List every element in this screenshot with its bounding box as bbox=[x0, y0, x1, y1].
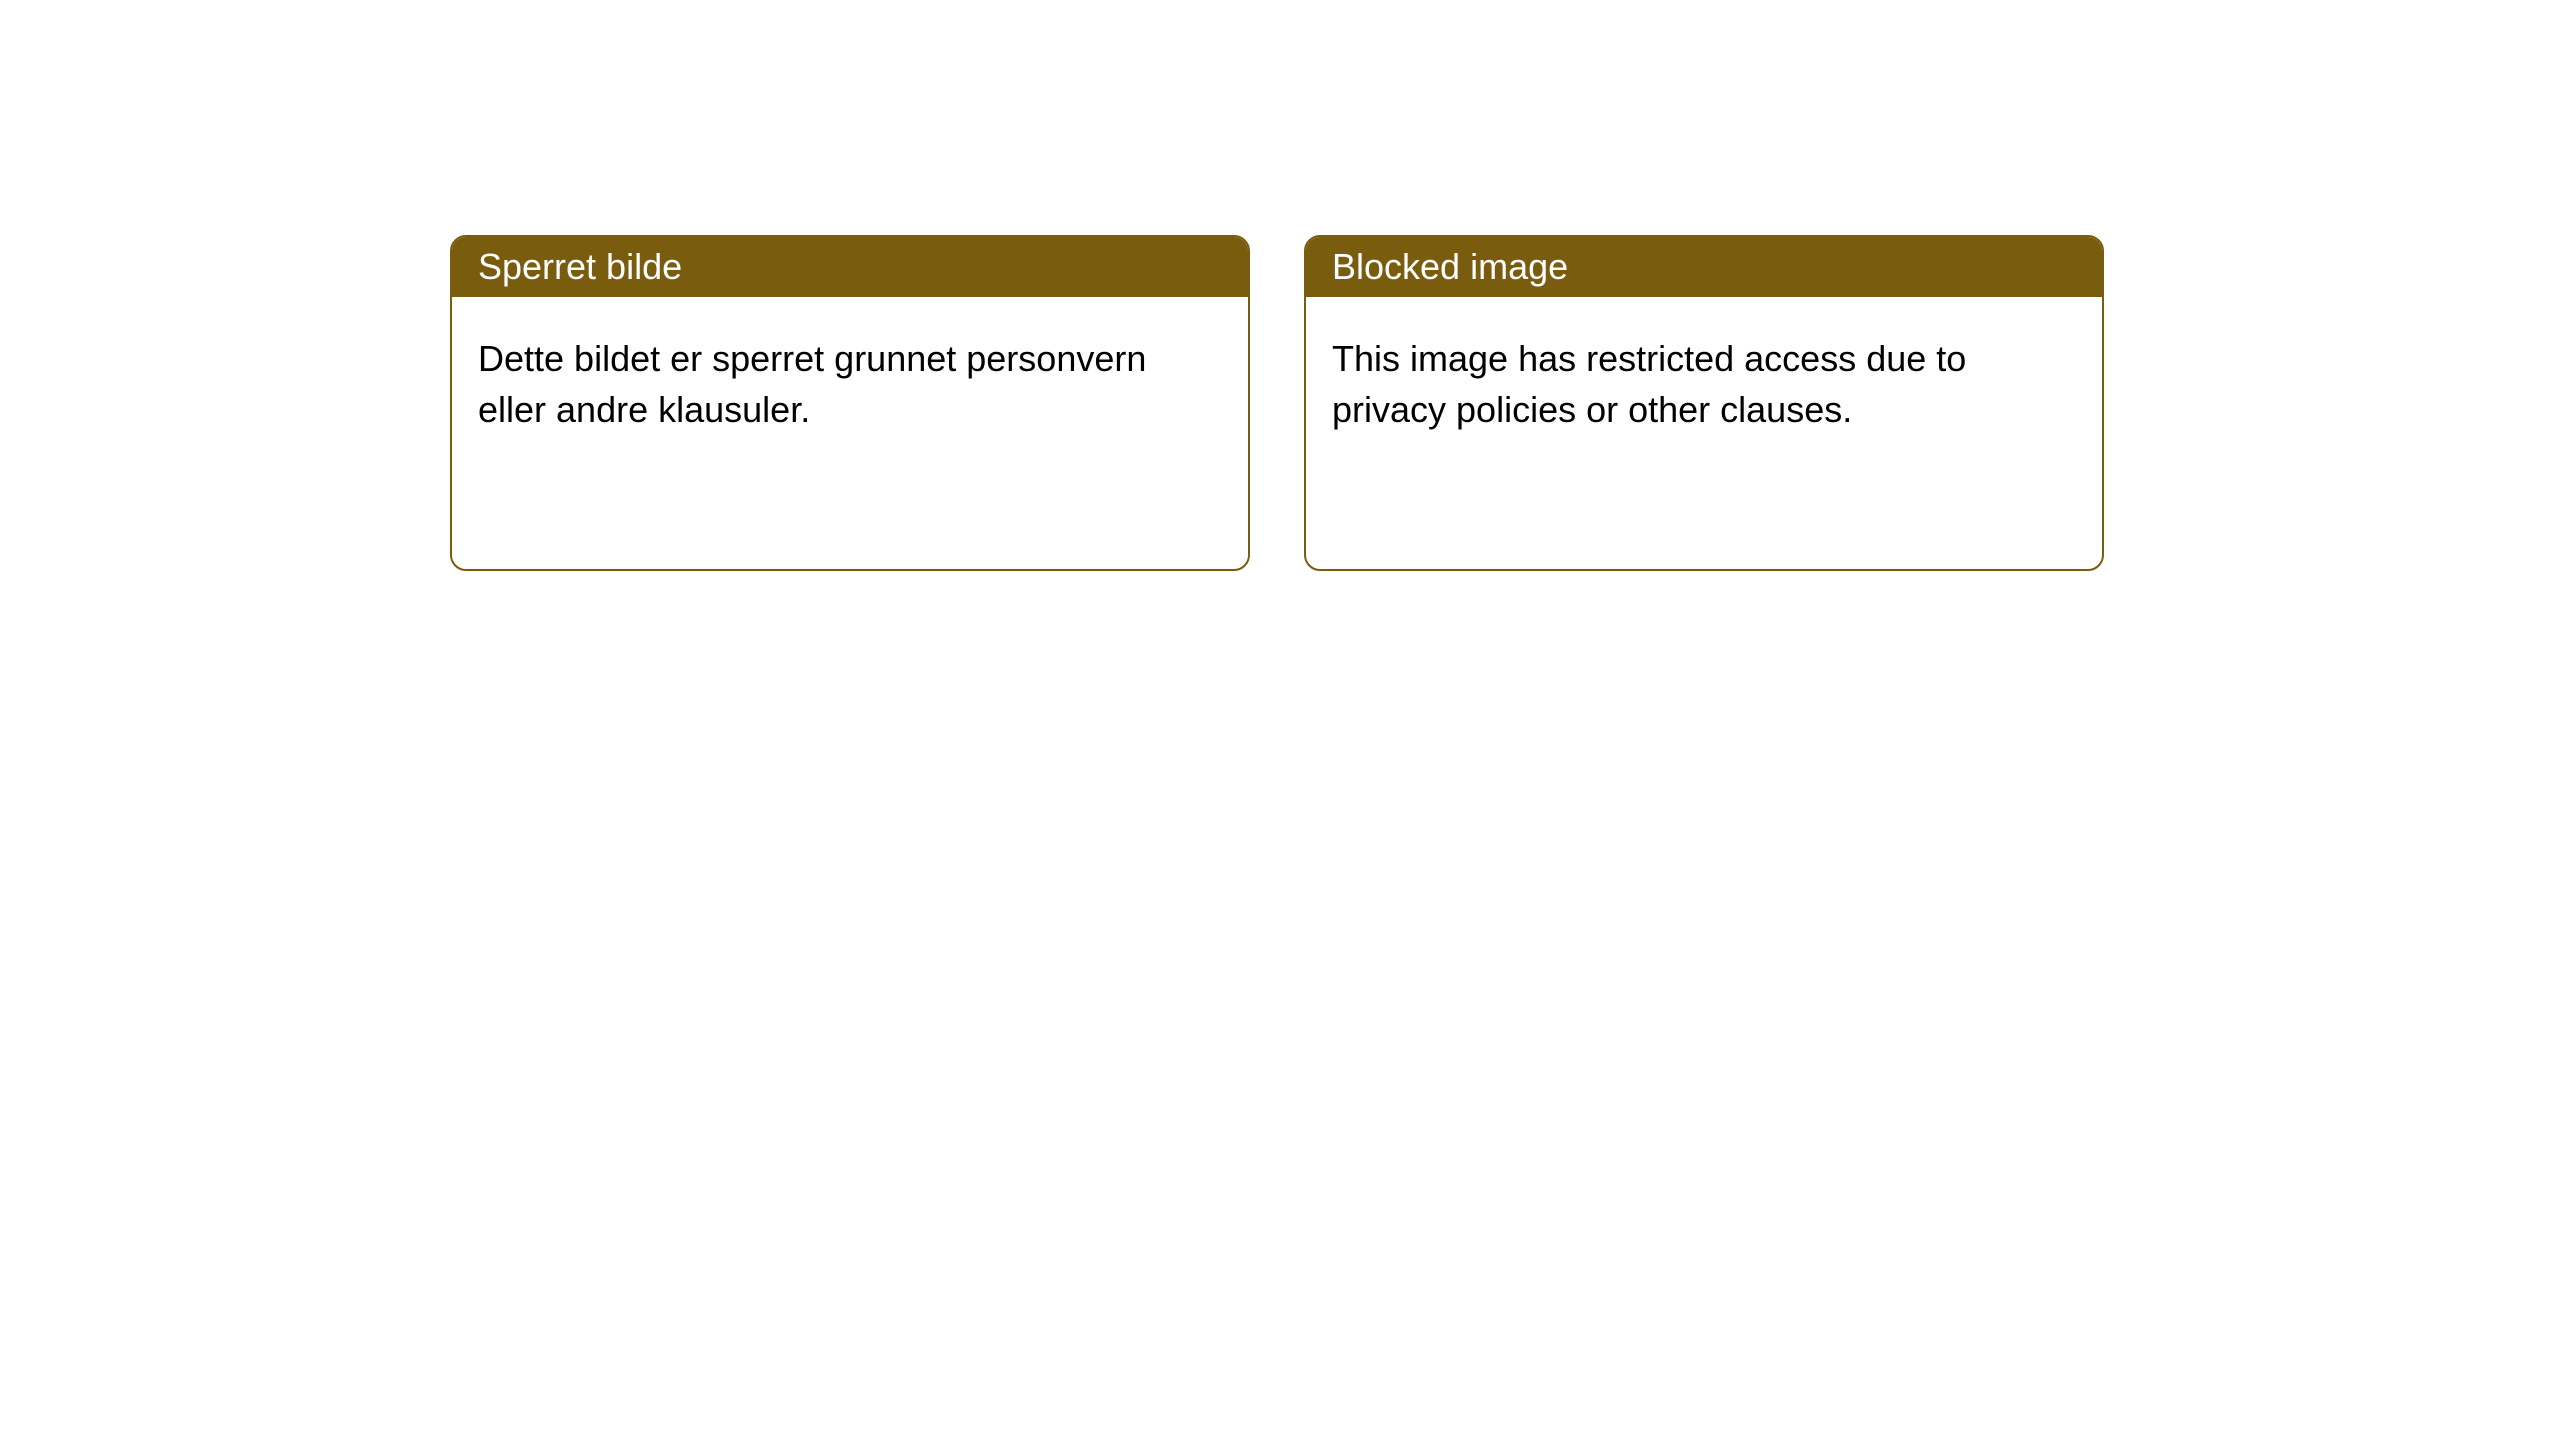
panel-title: Blocked image bbox=[1332, 246, 1568, 288]
panel-header: Sperret bilde bbox=[452, 237, 1248, 297]
panel-body: Dette bildet er sperret grunnet personve… bbox=[452, 297, 1248, 471]
panel-body-text: This image has restricted access due to … bbox=[1332, 338, 1966, 430]
panel-header: Blocked image bbox=[1306, 237, 2102, 297]
notice-panel-norwegian: Sperret bilde Dette bildet er sperret gr… bbox=[450, 235, 1250, 571]
panel-body: This image has restricted access due to … bbox=[1306, 297, 2102, 471]
panel-body-text: Dette bildet er sperret grunnet personve… bbox=[478, 338, 1146, 430]
panel-title: Sperret bilde bbox=[478, 246, 682, 288]
notice-panel-container: Sperret bilde Dette bildet er sperret gr… bbox=[450, 235, 2104, 571]
notice-panel-english: Blocked image This image has restricted … bbox=[1304, 235, 2104, 571]
